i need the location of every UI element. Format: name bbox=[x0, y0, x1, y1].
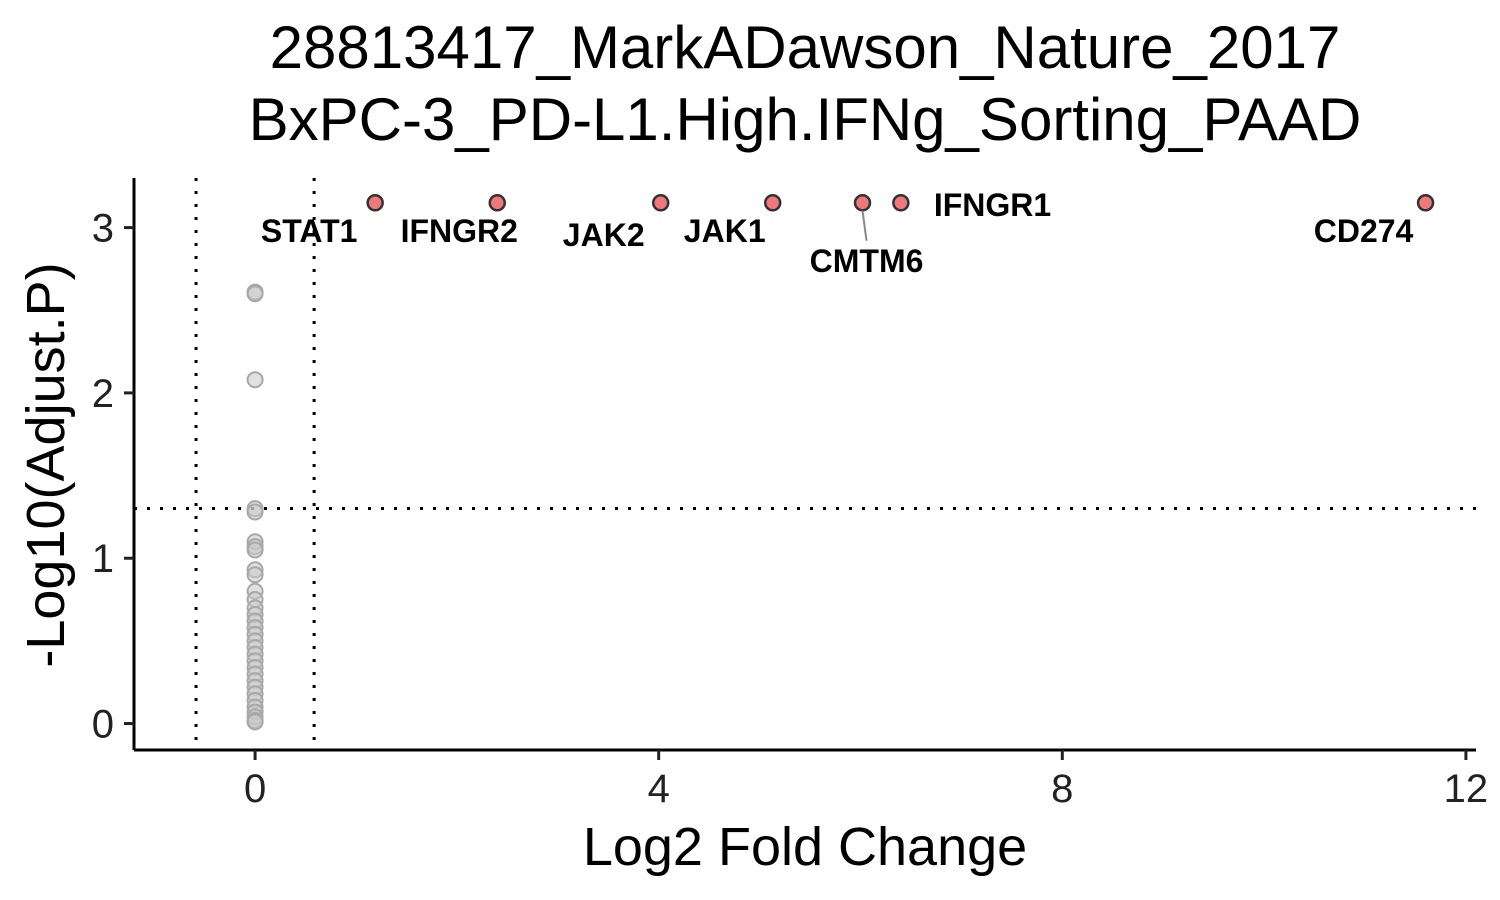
background-point bbox=[246, 371, 264, 389]
chart-title-line-2: BxPC-3_PD-L1.High.IFNg_Sorting_PAAD bbox=[249, 86, 1362, 153]
gene-label-cmtm6: CMTM6 bbox=[810, 243, 924, 279]
gene-label-jak1: JAK1 bbox=[684, 213, 766, 249]
x-tick-label: 12 bbox=[1444, 767, 1489, 811]
y-tick-label: 2 bbox=[92, 372, 114, 416]
gene-label-ifngr1: IFNGR1 bbox=[934, 187, 1051, 223]
y-tick-label: 1 bbox=[92, 537, 114, 581]
highlight-point-jak2 bbox=[651, 194, 670, 212]
chart-title-line-1: 28813417_MarkADawson_Nature_2017 bbox=[270, 14, 1341, 81]
highlight-point-cmtm6 bbox=[853, 194, 872, 212]
background-point bbox=[246, 713, 264, 731]
background-point bbox=[246, 285, 264, 303]
y-tick-label: 3 bbox=[92, 207, 114, 251]
highlight-point-jak1 bbox=[763, 194, 782, 212]
background-point bbox=[246, 566, 264, 584]
x-tick-label: 0 bbox=[244, 767, 266, 811]
highlight-point-ifngr2 bbox=[488, 194, 506, 212]
y-axis-title: -Log10(Adjust.P) bbox=[16, 262, 76, 667]
x-tick-label: 4 bbox=[648, 767, 670, 811]
highlight-point-stat1 bbox=[366, 194, 384, 212]
gene-label-jak2: JAK2 bbox=[563, 217, 645, 253]
y-tick-label: 0 bbox=[92, 703, 114, 747]
background-point bbox=[246, 503, 264, 521]
background-point bbox=[246, 541, 264, 559]
highlight-point-ifngr1 bbox=[892, 194, 910, 212]
x-tick-label: 8 bbox=[1051, 767, 1073, 811]
gene-label-ifngr2: IFNGR2 bbox=[401, 213, 518, 249]
label-connector-cmtm6 bbox=[861, 210, 868, 241]
highlight-point-cd274 bbox=[1416, 194, 1435, 212]
gene-label-stat1: STAT1 bbox=[261, 213, 358, 249]
x-axis-title: Log2 Fold Change bbox=[583, 817, 1027, 877]
gene-label-cd274: CD274 bbox=[1314, 213, 1414, 249]
